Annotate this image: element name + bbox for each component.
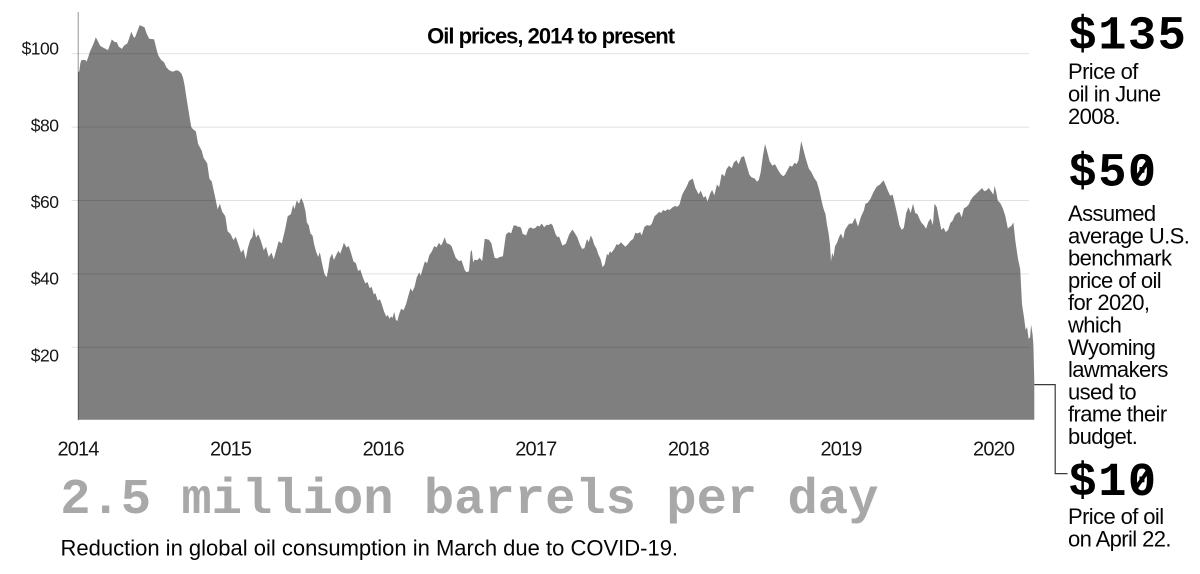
- svg-text:Oil prices, 2014 to present: Oil prices, 2014 to present: [427, 24, 676, 49]
- svg-text:$40: $40: [31, 269, 59, 289]
- svg-text:Assumed: Assumed: [1068, 201, 1156, 226]
- svg-text:$50: $50: [1069, 148, 1158, 201]
- svg-text:$80: $80: [31, 115, 59, 135]
- svg-text:for 2020,: for 2020,: [1068, 290, 1149, 315]
- svg-text:2017: 2017: [515, 438, 557, 460]
- svg-text:$60: $60: [31, 192, 59, 212]
- svg-text:Price of oil: Price of oil: [1068, 504, 1164, 529]
- svg-text:frame their: frame their: [1068, 402, 1167, 427]
- svg-text:2008.: 2008.: [1068, 104, 1120, 129]
- svg-text:2015: 2015: [210, 438, 252, 460]
- svg-text:2016: 2016: [363, 438, 405, 460]
- svg-text:on April 22.: on April 22.: [1068, 526, 1171, 551]
- svg-text:Price of: Price of: [1068, 59, 1139, 84]
- svg-text:$135: $135: [1069, 11, 1188, 64]
- svg-text:$20: $20: [31, 345, 59, 365]
- svg-text:Wyoming: Wyoming: [1068, 335, 1155, 360]
- svg-text:$10: $10: [1069, 457, 1158, 510]
- svg-text:oil in June: oil in June: [1068, 81, 1161, 106]
- svg-text:which: which: [1067, 313, 1121, 338]
- svg-text:benchmark: benchmark: [1068, 246, 1173, 271]
- svg-text:2020: 2020: [973, 438, 1015, 460]
- svg-text:$100: $100: [22, 39, 60, 59]
- svg-text:average U.S.: average U.S.: [1068, 223, 1189, 248]
- svg-text:Reduction in global oil consum: Reduction in global oil consumption in M…: [61, 535, 679, 560]
- svg-text:2.5 million barrels per day: 2.5 million barrels per day: [60, 472, 878, 529]
- svg-text:2014: 2014: [57, 438, 99, 460]
- svg-text:used to: used to: [1068, 379, 1136, 404]
- svg-text:lawmakers: lawmakers: [1068, 357, 1168, 382]
- svg-text:budget.: budget.: [1068, 424, 1137, 449]
- svg-text:price of oil: price of oil: [1068, 268, 1161, 293]
- svg-text:2018: 2018: [668, 438, 710, 460]
- svg-text:2019: 2019: [820, 438, 862, 460]
